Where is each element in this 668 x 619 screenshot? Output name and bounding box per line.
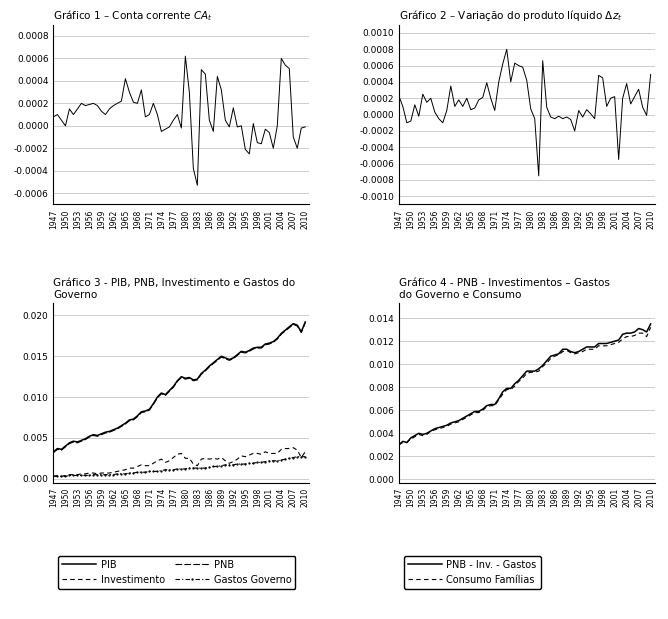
Gastos Governo [154, 468, 162, 475]
Investimento [154, 457, 162, 464]
PIB [213, 356, 221, 363]
Gastos Governo [174, 465, 182, 473]
Investimento [301, 448, 309, 456]
PIB [174, 377, 182, 384]
PNB - Inv. - Gastos [499, 388, 507, 396]
Consumo Famílias [647, 324, 655, 331]
PIB [49, 448, 57, 456]
Consumo Famílias [554, 352, 562, 359]
PIB [81, 435, 90, 443]
PIB [209, 359, 217, 366]
PNB [209, 360, 217, 367]
PNB [301, 319, 309, 326]
PNB - Inv. - Gastos [427, 427, 435, 435]
Consumo Famílias [519, 374, 527, 382]
PNB [189, 377, 197, 384]
PNB [213, 357, 221, 364]
PIB [189, 376, 197, 384]
Consumo Famílias [558, 348, 566, 355]
Gastos Governo [293, 453, 301, 461]
Text: Gráfico 1 – Conta corrente $CA_t$: Gráfico 1 – Conta corrente $CA_t$ [53, 8, 213, 23]
PIB [301, 318, 309, 326]
Line: Investimento: Investimento [53, 448, 305, 476]
Text: Gráfico 4 - PNB - Investimentos – Gastos
do Governo e Consumo: Gráfico 4 - PNB - Investimentos – Gastos… [399, 278, 610, 300]
Line: PIB: PIB [53, 322, 305, 452]
PNB [49, 449, 57, 456]
Legend: PIB, Investimento, PNB, Gastos Governo: PIB, Investimento, PNB, Gastos Governo [58, 556, 295, 589]
Text: Gráfico 2 – Variação do produto líquido $\Delta z_t$: Gráfico 2 – Variação do produto líquido … [399, 8, 623, 23]
Gastos Governo [81, 472, 90, 479]
Legend: PNB - Inv. - Gastos, Consumo Famílias: PNB - Inv. - Gastos, Consumo Famílias [403, 556, 540, 589]
Line: PNB - Inv. - Gastos: PNB - Inv. - Gastos [399, 324, 651, 445]
Line: Gastos Governo: Gastos Governo [53, 456, 306, 477]
Gastos Governo [213, 463, 221, 470]
PNB - Inv. - Gastos [647, 320, 655, 327]
Consumo Famílias [427, 427, 435, 435]
Investimento [213, 456, 221, 463]
Investimento [81, 470, 90, 477]
PNB - Inv. - Gastos [519, 372, 527, 379]
Gastos Governo [49, 472, 57, 480]
PNB - Inv. - Gastos [395, 441, 403, 449]
PNB [154, 394, 162, 402]
Investimento [49, 472, 57, 480]
Text: Gráfico 3 - PIB, PNB, Investimento e Gastos do
Governo: Gráfico 3 - PIB, PNB, Investimento e Gas… [53, 278, 295, 300]
Investimento [209, 454, 217, 462]
Investimento [189, 461, 197, 468]
Gastos Governo [301, 453, 309, 461]
Line: PNB: PNB [53, 322, 305, 452]
PNB [81, 436, 90, 443]
Investimento [174, 451, 182, 458]
Consumo Famílias [499, 391, 507, 398]
PNB - Inv. - Gastos [558, 345, 566, 353]
PNB - Inv. - Gastos [554, 350, 562, 358]
Line: Consumo Famílias: Consumo Famílias [399, 327, 651, 445]
Consumo Famílias [534, 368, 542, 375]
PIB [154, 393, 162, 400]
PNB [174, 378, 182, 385]
Gastos Governo [209, 463, 217, 470]
Consumo Famílias [395, 441, 403, 449]
PNB - Inv. - Gastos [534, 365, 542, 373]
Gastos Governo [189, 464, 197, 472]
Investimento [289, 444, 297, 451]
